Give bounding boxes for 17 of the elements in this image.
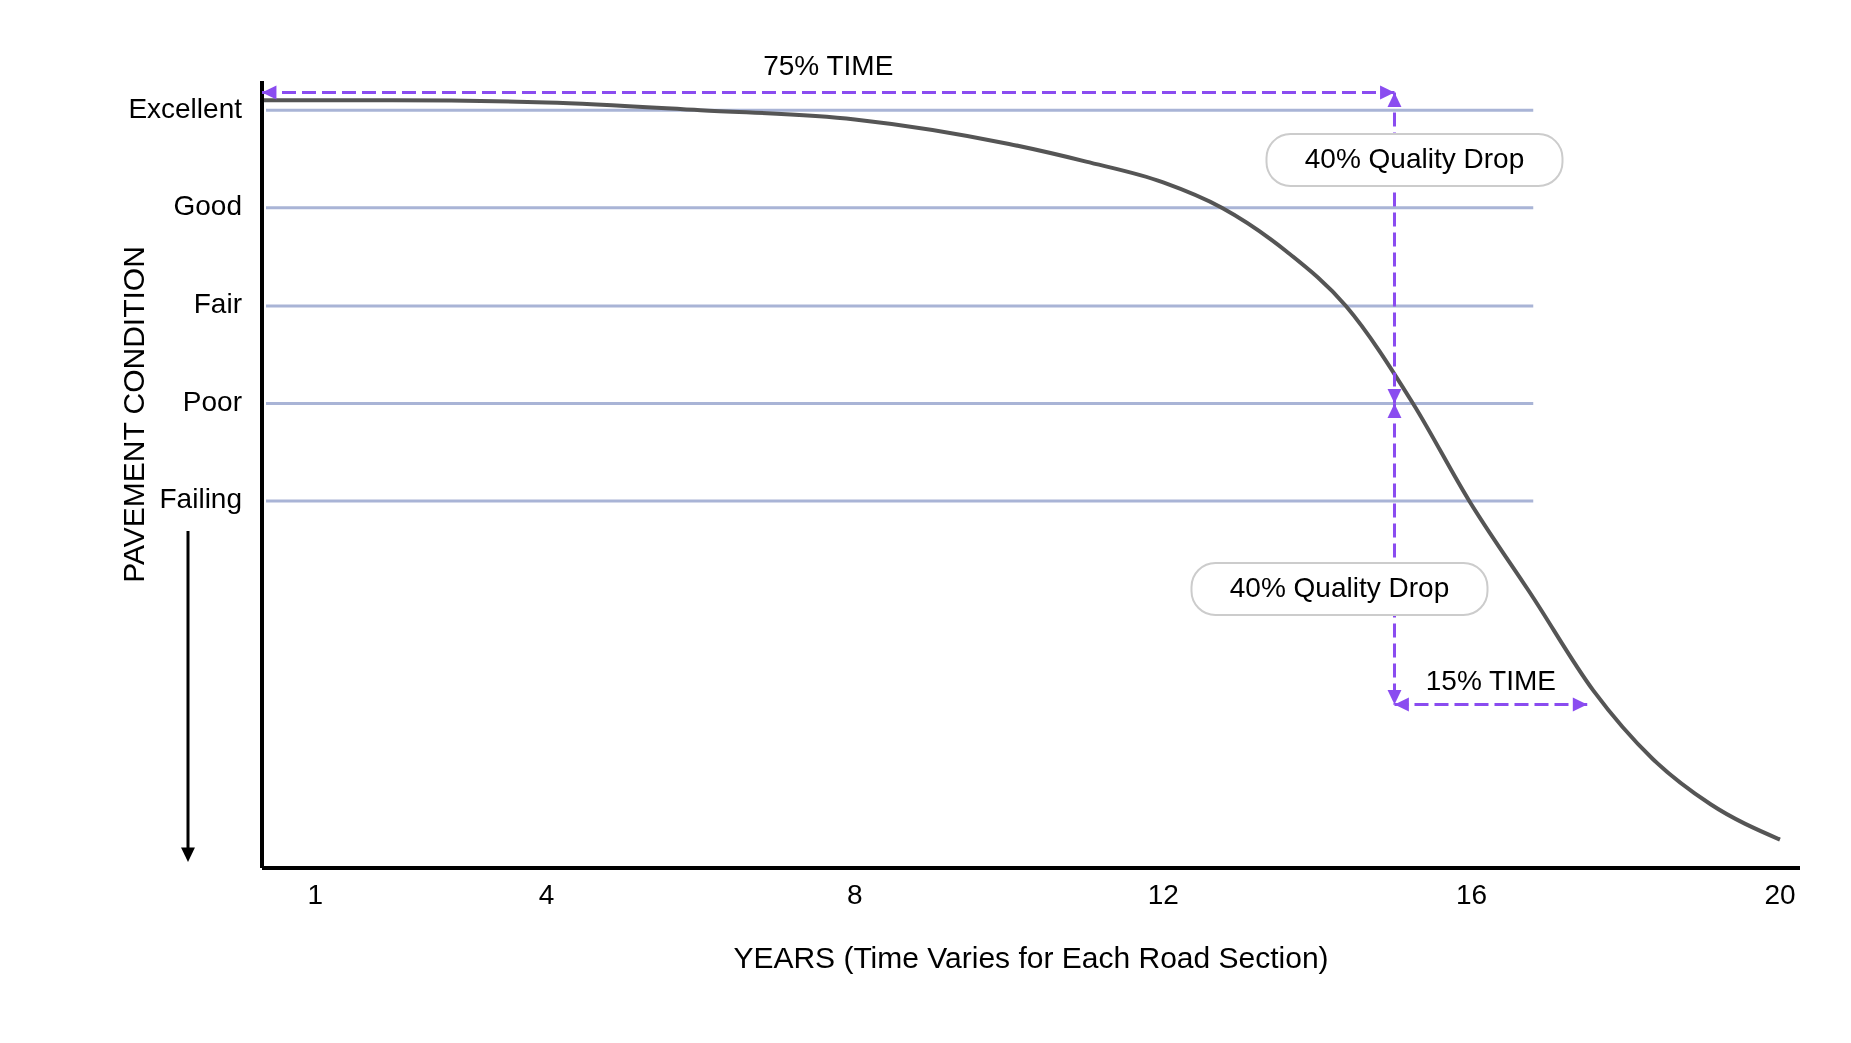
ref-line-label: Excellent bbox=[128, 92, 243, 124]
ref-line-label: Good bbox=[173, 190, 242, 222]
ref-line-label: Fair bbox=[193, 288, 242, 320]
x-tick-label: 4 bbox=[538, 878, 555, 910]
ref-line-label: Poor bbox=[182, 385, 242, 417]
x-tick-label: 8 bbox=[847, 878, 863, 910]
x-tick-label: 1 bbox=[307, 878, 323, 910]
y-axis-title: PAVEMENT CONDITION bbox=[116, 246, 150, 583]
x-tick-label: 12 bbox=[1147, 878, 1179, 910]
annotation: 40% Quality Drop bbox=[1229, 572, 1450, 604]
x-axis-title: YEARS (Time Varies for Each Road Section) bbox=[733, 941, 1329, 974]
x-tick-label: 16 bbox=[1456, 878, 1488, 910]
text: 75% TIME bbox=[763, 49, 894, 81]
annotation: 15% TIME bbox=[1425, 665, 1556, 697]
x-tick-label: 20 bbox=[1764, 878, 1796, 910]
ref-line-label: Failing bbox=[159, 483, 242, 515]
annotation: 40% Quality Drop bbox=[1304, 143, 1525, 175]
